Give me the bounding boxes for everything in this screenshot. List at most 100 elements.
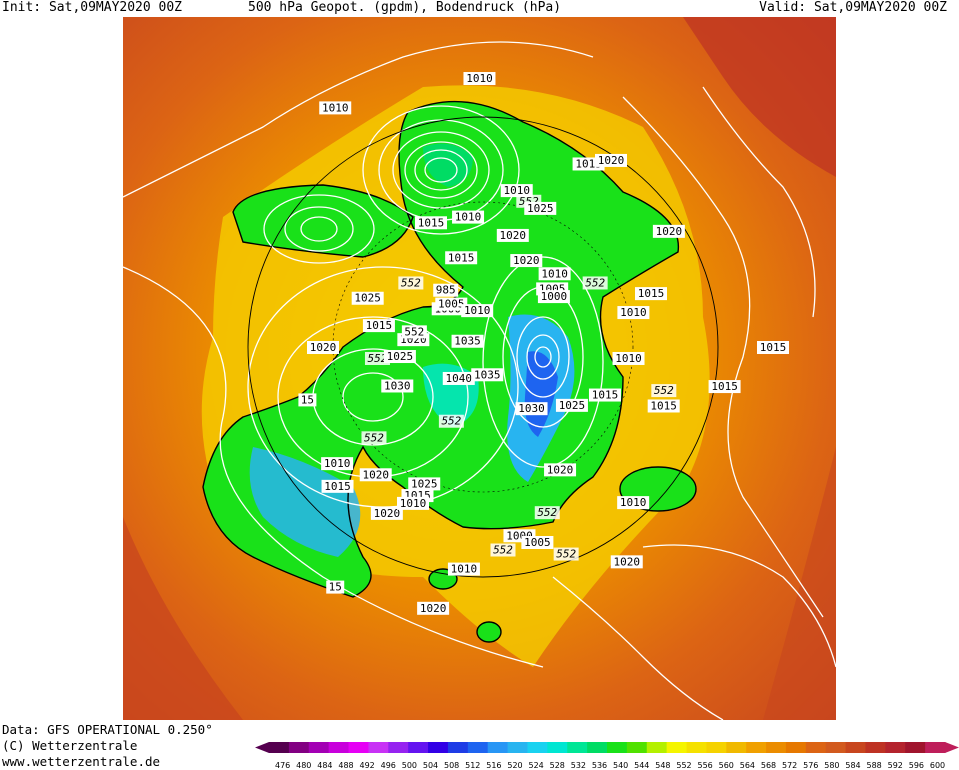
colorbar-swatch (487, 742, 509, 753)
pressure-label: 1025 (555, 398, 588, 412)
colorbar-swatch (547, 742, 568, 753)
pressure-label-text: 1035 (454, 335, 481, 348)
colorbar-swatch (368, 742, 389, 753)
pressure-label: 1025 (351, 291, 384, 305)
colorbar-tick-label: 600 (930, 761, 945, 770)
pressure-label: 1020 (544, 463, 577, 477)
colorbar-swatch (805, 742, 827, 753)
pressure-label: 1010 (500, 184, 533, 198)
pressure-label-text: 1000 (541, 290, 568, 303)
pressure-label: 1020 (610, 555, 643, 569)
copyright: (C) Wetterzentrale (2, 738, 138, 753)
colorbar-swatch (527, 742, 548, 753)
pressure-label-text: 1010 (615, 352, 642, 365)
pressure-label: 1015 (588, 388, 621, 402)
pressure-label: 1005 (435, 297, 468, 311)
colorbar-swatch (388, 742, 409, 753)
colorbar-swatch (626, 742, 648, 753)
geopotential-label: 552 (582, 276, 608, 290)
colorbar-swatch (746, 742, 767, 753)
trough-green (233, 185, 413, 257)
pressure-label-text: 1030 (384, 379, 411, 392)
colorbar-tick-label: 520 (507, 761, 522, 770)
colorbar-tick-label: 592 (888, 761, 903, 770)
colorbar-tick-label: 504 (423, 761, 438, 770)
colorbar-swatch (726, 742, 747, 753)
colorbar-swatch (567, 742, 588, 753)
pressure-label: 1015 (445, 251, 478, 265)
colorbar-tick-label: 496 (381, 761, 396, 770)
colorbar-swatch (328, 742, 350, 753)
colorbar-swatch (408, 742, 429, 753)
pressure-label-text: 15 (301, 393, 314, 406)
colorbar-swatch (865, 742, 886, 753)
pressure-label: 1010 (397, 496, 429, 510)
pressure-label: 1010 (538, 267, 571, 281)
pressure-label-text: 1025 (354, 292, 381, 305)
pressure-label-text: 1020 (310, 341, 337, 354)
geopotential-label: 552 (364, 351, 390, 365)
pressure-label: 15 (298, 393, 317, 407)
pressure-label: 1010 (319, 101, 352, 115)
colorbar: 476 480 484 488 492 496 500 504 508 512 516 520 524 5… (255, 742, 959, 770)
valid-time: Valid: Sat,09MAY2020 00Z (759, 0, 947, 15)
geopotential-label-text: 552 (368, 352, 388, 365)
pressure-label: 1035 (451, 334, 484, 348)
pressure-label-text: 15 (329, 581, 342, 594)
pressure-label: 1010 (617, 496, 650, 510)
pressure-label: 1025 (383, 350, 416, 364)
pressure-label-text: 1025 (387, 350, 414, 363)
colorbar-tick-label: 560 (719, 761, 734, 770)
geopotential-label-text: 552 (364, 431, 384, 444)
colorbar-tick-label: 480 (296, 761, 311, 770)
pressure-label-text: 1020 (362, 468, 389, 481)
weather-map[interactable]: 552 552 552 552 552 552 552 552 552 552 1010 1015 1… (123, 17, 836, 720)
pressure-label: 1020 (595, 153, 627, 167)
latitude-circle (332, 201, 634, 493)
pressure-label-text: 1035 (474, 368, 501, 381)
pressure-label-text: 1015 (592, 389, 619, 402)
latitude-circle (247, 116, 719, 578)
colorbar-swatch (686, 742, 707, 753)
colorbar-swatch (308, 742, 330, 753)
colorbar-tick-label: 532 (571, 761, 586, 770)
geopotential-label-text: 552 (401, 276, 421, 289)
pressure-label-text: 1015 (366, 319, 393, 332)
pressure-label: 1015 (415, 216, 447, 230)
pressure-label: 15 (326, 580, 345, 594)
colorbar-swatch (825, 742, 847, 753)
warm-region (683, 17, 836, 177)
colorbar-tick-label: 512 (465, 761, 480, 770)
colorbar-tick-label: 556 (698, 761, 713, 770)
pressure-label: 1010 (461, 304, 494, 318)
pressure-label-text: 1010 (620, 496, 647, 509)
cold-core (524, 351, 558, 437)
pressure-label: 985 (433, 283, 459, 297)
colorbar-tick-label: 484 (317, 761, 332, 770)
colorbar-tick-label: 580 (824, 761, 839, 770)
pressure-label-text: 1010 (464, 304, 491, 317)
pressure-label: 1010 (452, 210, 485, 224)
pressure-label-text: 1015 (760, 341, 787, 354)
pressure-label: 1015 (757, 341, 789, 354)
colorbar-tick-label: 564 (740, 761, 755, 770)
colorbar-swatch (428, 742, 449, 753)
colorbar-tick-label: 548 (655, 761, 670, 770)
pressure-label-text: 1010 (620, 306, 647, 319)
pressure-label: 1015 (362, 319, 395, 333)
pressure-label-text: 1015 (650, 399, 677, 412)
pressure-label-text: 1010 (455, 211, 482, 224)
pressure-label: 1020 (359, 468, 392, 482)
pressure-label: 1010 (612, 351, 645, 365)
geopotential-label-text: 552 (537, 506, 557, 519)
colorbar-tick-label: 588 (867, 761, 882, 770)
geopotential-label: 552 (534, 506, 560, 520)
geopotential-label-text: 552 (585, 276, 605, 289)
warm-region (123, 517, 243, 720)
pressure-label: 1030 (515, 402, 548, 416)
colorbar-swatch (288, 742, 310, 753)
website-link[interactable]: www.wetterzentrale.de (2, 754, 161, 769)
geopotential-label-text: 552 (654, 384, 674, 397)
pressure-label-text: 1010 (322, 101, 349, 114)
geopotential-label-text: 552 (556, 548, 576, 561)
